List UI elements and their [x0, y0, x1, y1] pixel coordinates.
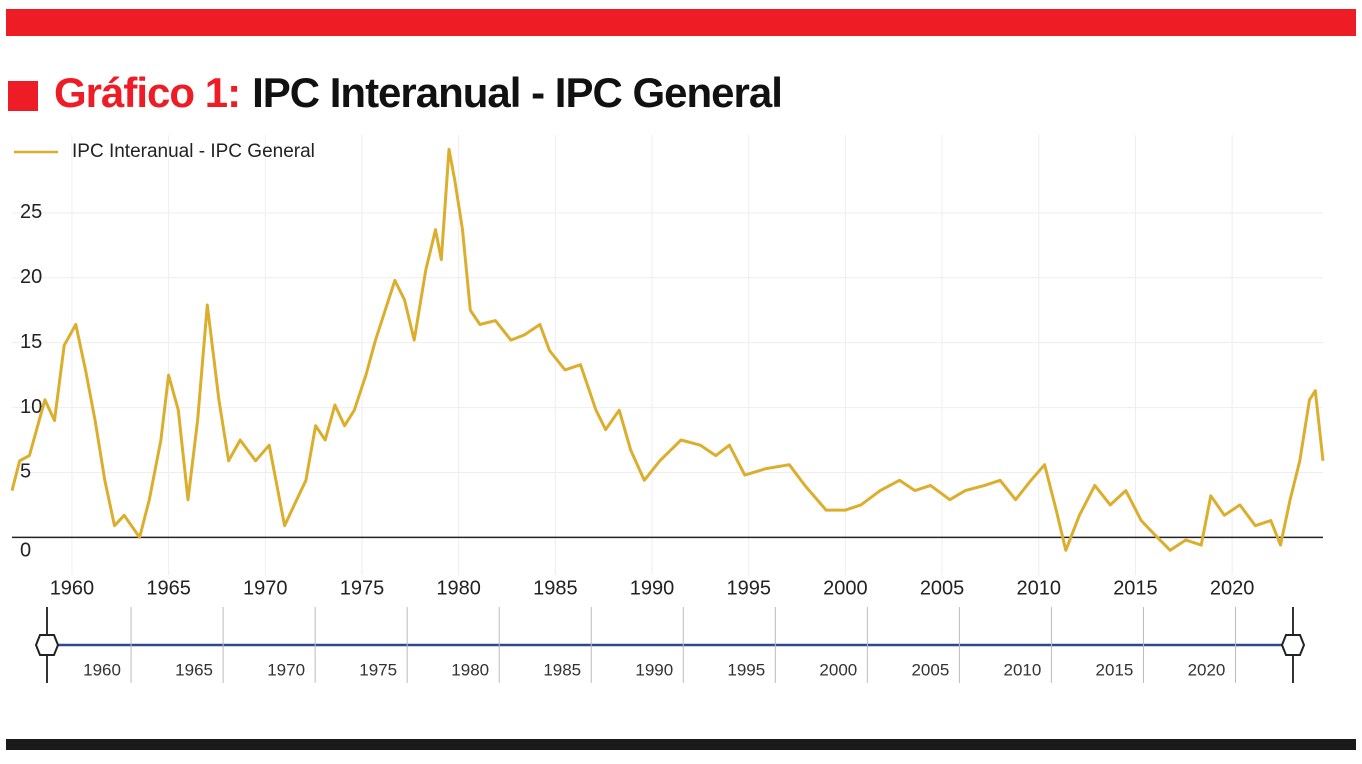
navigator-label: 1985 — [543, 660, 581, 679]
navigator-handle[interactable] — [34, 634, 60, 656]
bottom-bar — [6, 739, 1356, 750]
y-tick-label: 15 — [20, 331, 42, 353]
navigator-label: 2020 — [1188, 660, 1226, 679]
navigator-label: 1960 — [83, 660, 121, 679]
x-tick-label: 1970 — [243, 577, 288, 599]
legend-label: IPC Interanual - IPC General — [72, 141, 315, 162]
x-tick-label: 2010 — [1017, 577, 1062, 599]
x-tick-label: 1990 — [630, 577, 675, 599]
y-tick-label: 25 — [20, 201, 42, 223]
title: Gráfico 1: IPC Interanual - IPC General — [54, 69, 782, 116]
navigator-label: 2000 — [819, 660, 857, 679]
navigator-label: 2010 — [1004, 660, 1042, 679]
x-tick-label: 1960 — [50, 577, 95, 599]
navigator-label: 1970 — [267, 660, 305, 679]
x-tick-label: 2020 — [1210, 577, 1255, 599]
navigator-label: 2015 — [1096, 660, 1134, 679]
title-label: Gráfico 1: — [54, 69, 240, 116]
y-tick-label: 0 — [20, 540, 31, 562]
y-tick-label: 10 — [20, 396, 42, 418]
x-tick-label: 2000 — [823, 577, 868, 599]
plot: 0 5 10 15 20 25 1960 1965 1970 1975 1980 1985 1990 19… — [10, 135, 1325, 599]
navigator-label: 1965 — [175, 660, 213, 679]
top-bar — [6, 9, 1356, 36]
y-tick-label: 20 — [20, 266, 42, 288]
title-marker — [8, 81, 38, 111]
x-tick-label: 1975 — [340, 577, 385, 599]
navigator-label: 1995 — [727, 660, 765, 679]
navigator: 1960 1965 1970 1975 1980 1985 1990 1995 2000 2005… — [34, 607, 1306, 683]
navigator-label: 1990 — [635, 660, 673, 679]
chart-title: IPC Interanual - IPC General — [252, 69, 782, 116]
x-tick-label: 1985 — [533, 577, 578, 599]
navigator-label: 1980 — [451, 660, 489, 679]
series-line — [10, 147, 1325, 552]
x-tick-label: 2005 — [920, 577, 965, 599]
navigator-label: 2005 — [911, 660, 949, 679]
navigator-label: 1975 — [359, 660, 397, 679]
x-tick-label: 1965 — [146, 577, 191, 599]
y-tick-label: 5 — [20, 461, 31, 483]
navigator-handle[interactable] — [1280, 634, 1306, 656]
x-tick-label: 2015 — [1113, 577, 1158, 599]
x-tick-label: 1995 — [726, 577, 771, 599]
x-tick-label: 1980 — [436, 577, 481, 599]
